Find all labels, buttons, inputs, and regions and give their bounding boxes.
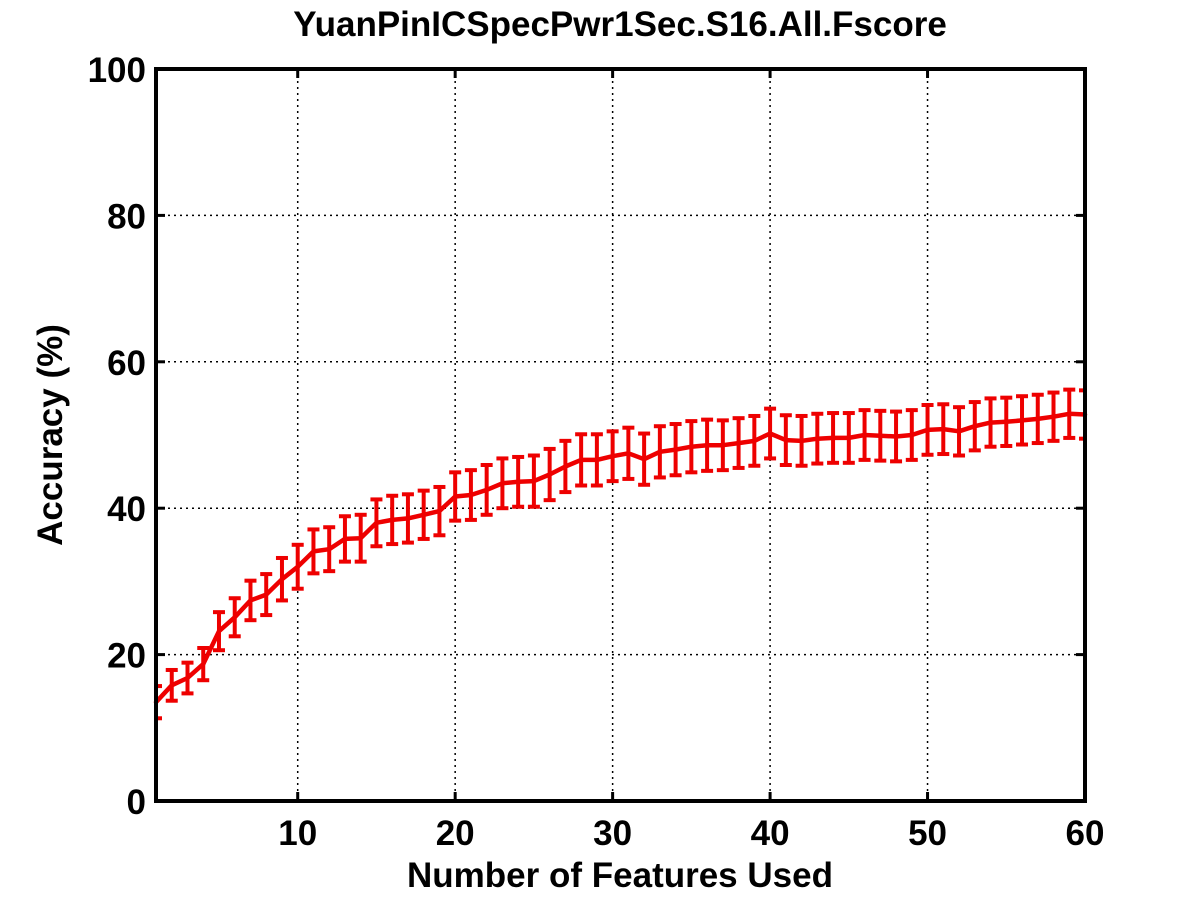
chart-title: YuanPinICSpecPwr1Sec.S16.All.Fscore <box>293 5 947 44</box>
x-tick-label: 40 <box>751 814 790 853</box>
x-axis-label: Number of Features Used <box>407 856 833 895</box>
x-tick-label: 10 <box>278 814 317 853</box>
x-tick-label: 60 <box>1066 814 1105 853</box>
y-tick-label: 0 <box>127 783 146 822</box>
plot-area <box>156 69 1085 801</box>
y-tick-labels: 0 20 40 60 80 100 <box>88 51 146 822</box>
x-tick-label: 30 <box>593 814 632 853</box>
y-tick-label: 100 <box>88 51 146 90</box>
series-line <box>153 411 1088 705</box>
y-axis-label: Accuracy (%) <box>31 324 70 546</box>
x-tick-label: 50 <box>908 814 947 853</box>
y-tick-label: 20 <box>107 637 146 676</box>
x-tick-label: 20 <box>436 814 475 853</box>
plot-frame <box>154 67 1087 803</box>
y-tick-label: 80 <box>107 197 146 236</box>
x-tick-labels: 10 20 30 40 50 60 <box>278 814 1104 853</box>
y-tick-label: 60 <box>107 344 146 383</box>
y-tick-label: 40 <box>107 490 146 529</box>
